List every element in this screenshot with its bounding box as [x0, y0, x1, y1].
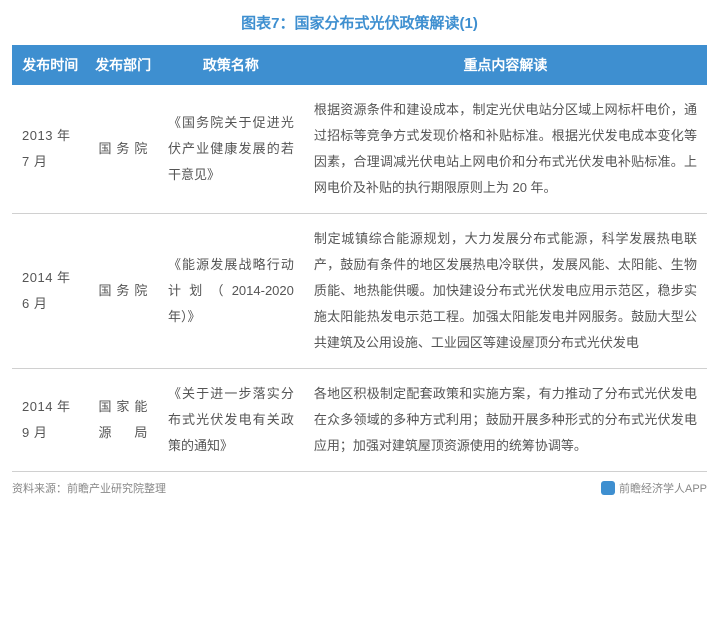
footer-right: 前瞻经济学人APP: [601, 480, 707, 496]
chart-title: 图表7：国家分布式光伏政策解读(1): [12, 12, 707, 33]
cell-content: 制定城镇综合能源规划，大力发展分布式能源，科学发展热电联产，鼓励有条件的地区发展…: [304, 214, 707, 369]
cell-policy-name: 《能源发展战略行动计划（2014-2020年）》: [158, 214, 304, 369]
cell-content: 根据资源条件和建设成本，制定光伏电站分区域上网标杆电价，通过招标等竞争方式发现价…: [304, 85, 707, 214]
cell-date: 2014 年 6 月: [12, 214, 88, 369]
app-icon: [601, 481, 615, 495]
cell-policy-name: 《关于进一步落实分布式光伏发电有关政策的通知》: [158, 369, 304, 472]
table-row: 2014 年 6 月 国务院 《能源发展战略行动计划（2014-2020年）》 …: [12, 214, 707, 369]
table-row: 2014 年 9 月 国家能源局 《关于进一步落实分布式光伏发电有关政策的通知》…: [12, 369, 707, 472]
cell-content: 各地区积极制定配套政策和实施方案，有力推动了分布式光伏发电在众多领域的多种方式利…: [304, 369, 707, 472]
header-dept: 发布部门: [88, 45, 158, 85]
footer: 资料来源：前瞻产业研究院整理 前瞻经济学人APP: [12, 480, 707, 496]
app-label: 前瞻经济学人APP: [619, 480, 707, 496]
cell-dept: 国家能源局: [88, 369, 158, 472]
header-policy-name: 政策名称: [158, 45, 304, 85]
cell-dept: 国务院: [88, 214, 158, 369]
cell-date: 2013 年 7 月: [12, 85, 88, 214]
header-content: 重点内容解读: [304, 45, 707, 85]
policy-table: 发布时间 发布部门 政策名称 重点内容解读 2013 年 7 月 国务院 《国务…: [12, 45, 707, 472]
cell-policy-name: 《国务院关于促进光伏产业健康发展的若干意见》: [158, 85, 304, 214]
header-date: 发布时间: [12, 45, 88, 85]
cell-dept: 国务院: [88, 85, 158, 214]
table-header-row: 发布时间 发布部门 政策名称 重点内容解读: [12, 45, 707, 85]
cell-date: 2014 年 9 月: [12, 369, 88, 472]
source-label: 资料来源：前瞻产业研究院整理: [12, 480, 166, 496]
table-row: 2013 年 7 月 国务院 《国务院关于促进光伏产业健康发展的若干意见》 根据…: [12, 85, 707, 214]
